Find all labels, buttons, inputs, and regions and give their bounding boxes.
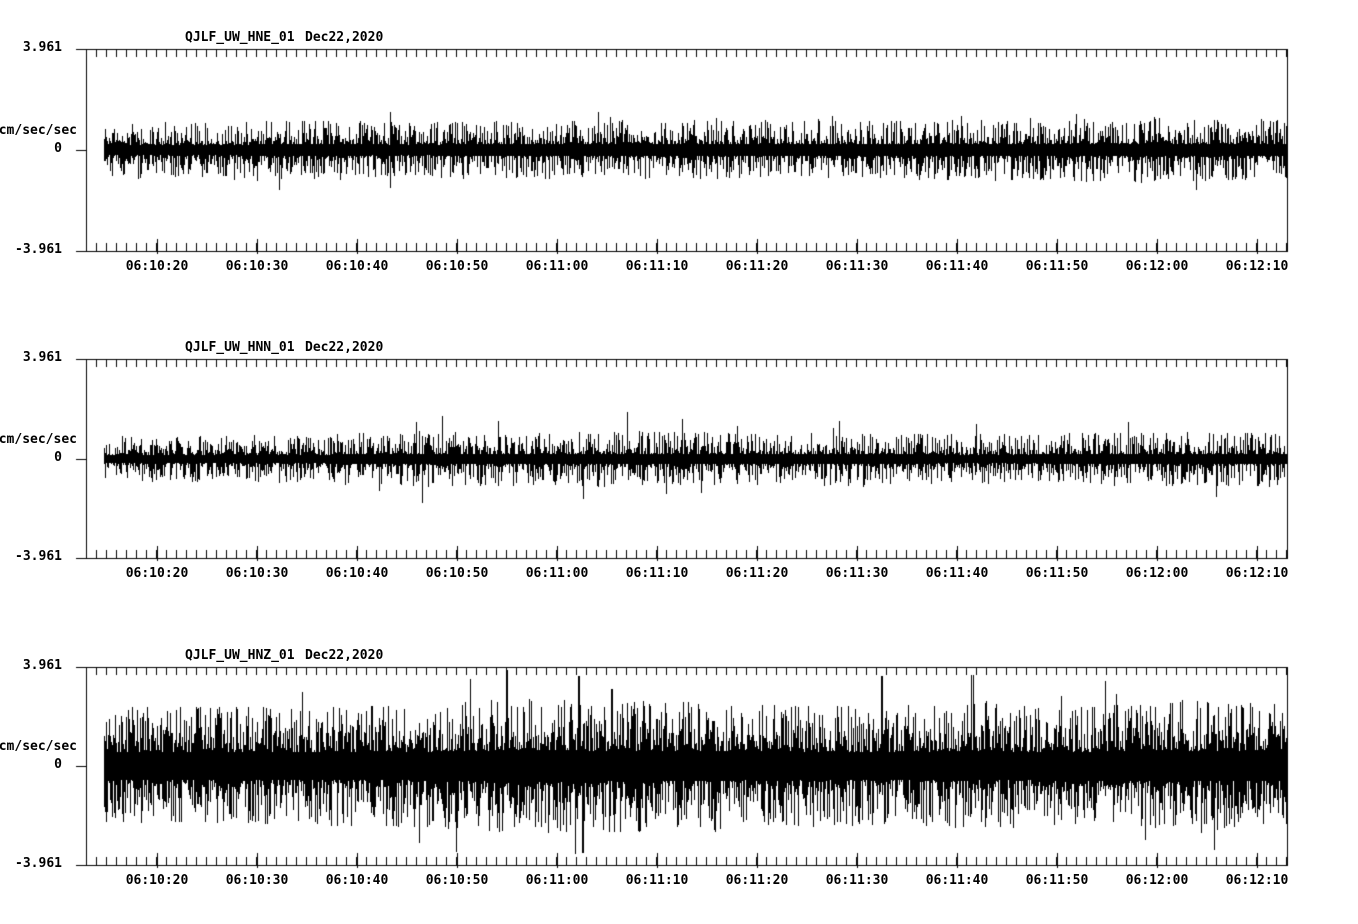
y-unit-label: cm/sec/sec bbox=[0, 739, 77, 754]
time-tick-label: 06:11:20 bbox=[725, 873, 789, 888]
time-tick-label: 06:12:00 bbox=[1125, 259, 1189, 274]
panel-date-label: Dec22,2020 bbox=[305, 648, 384, 663]
time-tick-label: 06:11:00 bbox=[525, 259, 589, 274]
time-tick-label: 06:10:50 bbox=[425, 259, 489, 274]
y-min-label: -3.961 bbox=[15, 242, 62, 257]
time-tick-label: 06:11:40 bbox=[925, 873, 989, 888]
time-tick-label: 06:11:40 bbox=[925, 259, 989, 274]
time-tick-label: 06:12:10 bbox=[1225, 259, 1289, 274]
time-tick-label: 06:12:00 bbox=[1125, 873, 1189, 888]
time-tick-label: 06:10:30 bbox=[225, 873, 289, 888]
time-tick-label: 06:11:10 bbox=[625, 259, 689, 274]
time-tick-label: 06:11:40 bbox=[925, 566, 989, 581]
time-tick-label: 06:11:50 bbox=[1025, 259, 1089, 274]
time-tick-label: 06:11:20 bbox=[725, 259, 789, 274]
time-tick-label: 06:10:20 bbox=[125, 259, 189, 274]
time-tick-label: 06:10:30 bbox=[225, 259, 289, 274]
time-tick-label: 06:10:40 bbox=[325, 566, 389, 581]
time-tick-label: 06:11:20 bbox=[725, 566, 789, 581]
y-min-label: -3.961 bbox=[15, 549, 62, 564]
time-tick-label: 06:10:40 bbox=[325, 259, 389, 274]
time-tick-label: 06:10:20 bbox=[125, 566, 189, 581]
panel-date-label: Dec22,2020 bbox=[305, 340, 384, 355]
time-tick-label: 06:11:10 bbox=[625, 873, 689, 888]
time-tick-label: 06:12:00 bbox=[1125, 566, 1189, 581]
time-tick-label: 06:12:10 bbox=[1225, 873, 1289, 888]
panel-title: QJLF_UW_HNZ_01 bbox=[185, 648, 295, 663]
time-tick-label: 06:10:50 bbox=[425, 873, 489, 888]
y-min-label: -3.961 bbox=[15, 856, 62, 871]
time-tick-label: 06:11:00 bbox=[525, 566, 589, 581]
y-zero-label: 0 bbox=[54, 141, 62, 156]
time-tick-label: 06:12:10 bbox=[1225, 566, 1289, 581]
y-zero-label: 0 bbox=[54, 450, 62, 465]
y-max-label: 3.961 bbox=[22, 658, 62, 673]
panel-title: QJLF_UW_HNE_01 bbox=[185, 30, 295, 45]
time-tick-label: 06:10:30 bbox=[225, 566, 289, 581]
time-tick-label: 06:11:50 bbox=[1025, 566, 1089, 581]
time-tick-label: 06:11:10 bbox=[625, 566, 689, 581]
time-tick-label: 06:11:00 bbox=[525, 873, 589, 888]
y-unit-label: cm/sec/sec bbox=[0, 432, 77, 447]
time-tick-label: 06:10:20 bbox=[125, 873, 189, 888]
panel-title: QJLF_UW_HNN_01 bbox=[185, 340, 295, 355]
time-tick-label: 06:10:40 bbox=[325, 873, 389, 888]
time-tick-label: 06:11:30 bbox=[825, 873, 889, 888]
y-max-label: 3.961 bbox=[22, 40, 62, 55]
time-tick-label: 06:11:50 bbox=[1025, 873, 1089, 888]
panel-date-label: Dec22,2020 bbox=[305, 30, 384, 45]
time-tick-label: 06:11:30 bbox=[825, 566, 889, 581]
y-max-label: 3.961 bbox=[22, 350, 62, 365]
time-tick-label: 06:11:30 bbox=[825, 259, 889, 274]
time-tick-label: 06:10:50 bbox=[425, 566, 489, 581]
y-zero-label: 0 bbox=[54, 757, 62, 772]
y-unit-label: cm/sec/sec bbox=[0, 123, 77, 138]
